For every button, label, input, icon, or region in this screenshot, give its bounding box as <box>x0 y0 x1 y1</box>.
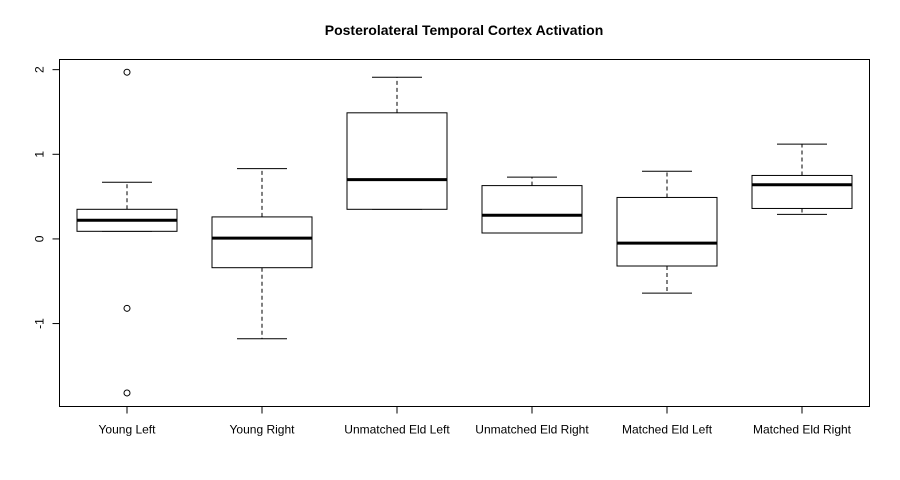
x-axis: Young Left Young Right Unmatched Eld Left U… <box>99 406 852 437</box>
iqr-box <box>751 174 853 209</box>
x-tick-label: Matched Eld Right <box>753 423 852 437</box>
x-tick-label: Unmatched Eld Right <box>475 423 589 437</box>
chart-title: Posterolateral Temporal Cortex Activatio… <box>325 22 604 38</box>
iqr-box <box>211 216 313 269</box>
y-tick-label: 2 <box>33 66 47 73</box>
x-tick-label: Young Right <box>230 423 296 437</box>
y-tick-label: 1 <box>33 151 47 158</box>
outlier-point <box>123 304 131 312</box>
box-group <box>211 168 313 340</box>
x-tick-label: Young Left <box>99 423 157 437</box>
x-tick-label: Unmatched Eld Left <box>344 423 450 437</box>
iqr-box <box>481 185 583 234</box>
y-tick-label: 0 <box>33 235 47 242</box>
x-tick-label: Matched Eld Left <box>622 423 713 437</box>
box-group <box>76 68 178 397</box>
iqr-box <box>346 112 448 210</box>
y-tick-label: -1 <box>33 318 47 329</box>
iqr-box <box>616 196 718 267</box>
outlier-point <box>123 389 131 397</box>
box-group <box>616 170 718 294</box>
box-group <box>751 143 853 215</box>
box-group <box>346 76 448 210</box>
boxes-layer <box>76 68 853 397</box>
outlier-point <box>123 68 131 76</box>
plot-frame <box>59 59 870 407</box>
box-group <box>481 176 583 234</box>
y-axis: -1 0 1 2 <box>33 66 60 329</box>
